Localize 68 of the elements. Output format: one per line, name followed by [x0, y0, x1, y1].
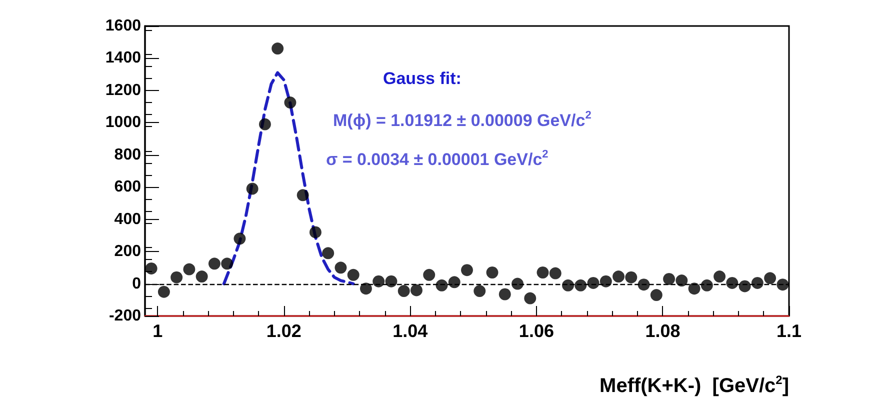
point: [322, 247, 334, 260]
point: [587, 276, 600, 289]
y-tick-label: 0: [132, 275, 142, 292]
point: [398, 285, 410, 298]
point: [410, 284, 422, 296]
point: [246, 182, 258, 195]
point: [498, 288, 511, 300]
point: [385, 275, 398, 288]
point: [296, 189, 309, 202]
point: [536, 266, 549, 278]
point: [751, 276, 764, 289]
point: [183, 263, 196, 276]
x-tick-label: 1: [152, 321, 163, 341]
y-tick-label: 1400: [105, 50, 142, 67]
point: [512, 278, 524, 290]
point: [574, 279, 587, 292]
point: [738, 280, 751, 292]
point: [700, 279, 713, 292]
y-tick-label: 200: [114, 243, 142, 260]
point: [234, 232, 246, 245]
x-tick-label: 1.06: [518, 321, 554, 341]
point: [170, 271, 183, 284]
point: [600, 275, 612, 288]
y-tick-label: 1000: [105, 114, 142, 132]
point: [423, 268, 436, 281]
point: [562, 279, 574, 292]
point: [347, 268, 360, 281]
y-tick-label: -200: [108, 308, 142, 324]
point: [474, 285, 486, 298]
y-tick-label: 1200: [105, 82, 142, 99]
point: [372, 275, 385, 288]
point: [208, 258, 220, 270]
point: [549, 267, 562, 280]
point: [436, 279, 448, 292]
point: [258, 118, 271, 130]
point: [612, 270, 625, 283]
point: [764, 272, 776, 284]
x-tick-label: 1.1: [776, 321, 802, 341]
point: [625, 271, 638, 284]
point: [650, 289, 662, 302]
y-tick-label: 800: [114, 146, 142, 164]
point: [196, 270, 208, 283]
point: [158, 286, 170, 298]
point: [221, 258, 234, 270]
point: [461, 264, 473, 276]
point: [714, 270, 726, 283]
point: [688, 282, 700, 295]
y-tick-label: 400: [114, 210, 142, 228]
point: [638, 278, 650, 291]
point: [486, 266, 498, 278]
point: [663, 272, 676, 285]
x-tick-label: 1.08: [645, 321, 680, 341]
x-tick-label: 1.04: [392, 321, 428, 341]
point: [676, 274, 688, 287]
point: [334, 262, 347, 274]
annotation: Gauss fit:: [383, 69, 462, 88]
point: [272, 42, 284, 55]
point: [284, 96, 296, 109]
point: [145, 262, 158, 274]
point: [726, 276, 738, 289]
point: [309, 226, 322, 238]
point: [524, 292, 536, 304]
x-tick-label: 1.02: [266, 321, 302, 341]
point: [776, 278, 789, 291]
y-tick-label: 1600: [105, 18, 142, 34]
point: [448, 276, 460, 288]
y-tick-label: 600: [114, 178, 142, 196]
point: [360, 282, 372, 295]
